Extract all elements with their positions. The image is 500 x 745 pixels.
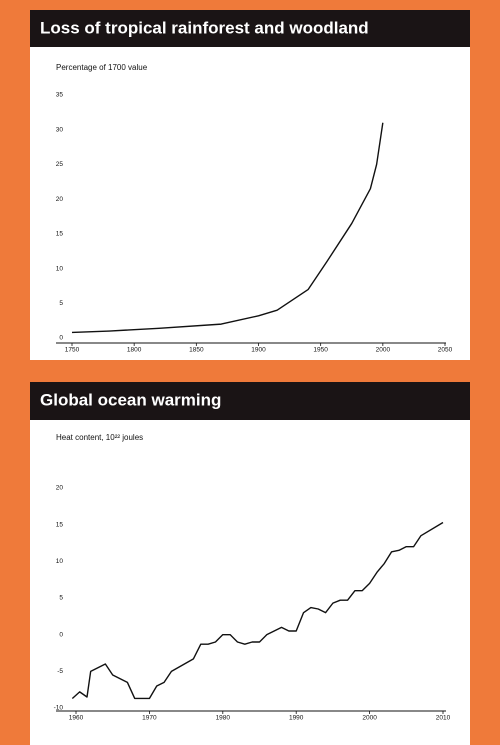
y-tick-label: 0 [59,631,63,638]
y-tick-label: 15 [56,521,64,528]
x-tick-label: 1990 [289,715,304,722]
y-tick-label: 5 [59,595,63,602]
x-tick-label: 1960 [69,715,84,722]
x-tick-label: 1850 [189,347,204,354]
x-tick-label: 1800 [127,347,142,354]
panel [30,47,470,360]
y-tick-label: 0 [59,335,63,342]
title-bar [30,382,470,420]
data-line [71,521,444,700]
panel [30,420,470,745]
y-axis-label: Percentage of 1700 value [56,63,148,72]
y-tick-label: 35 [56,92,64,99]
x-tick-label: 2050 [438,347,453,354]
x-tick-label: 1970 [142,715,157,722]
y-axis-label: Heat content, 10²² joules [56,433,143,442]
y-tick-label: 30 [56,126,64,133]
chart-title: Loss of tropical rainforest and woodland [40,18,369,37]
data-line [71,122,384,334]
y-tick-label: 25 [56,161,64,168]
x-tick-label: 2000 [376,347,391,354]
x-tick-label: 1750 [65,347,80,354]
y-tick-label: 20 [56,196,64,203]
x-tick-label: 2010 [436,715,451,722]
x-tick-label: 1900 [251,347,266,354]
y-tick-label: 10 [56,265,64,272]
x-tick-label: 1980 [216,715,231,722]
chart-title: Global ocean warming [40,390,221,409]
y-tick-label: 10 [56,558,64,565]
y-tick-label: 5 [59,300,63,307]
y-tick-label: 15 [56,231,64,238]
x-tick-label: 1950 [313,347,328,354]
y-tick-label: -10 [54,705,64,712]
y-tick-label: -5 [57,668,63,675]
x-tick-label: 2000 [362,715,377,722]
y-tick-label: 20 [56,485,64,492]
title-bar [30,10,470,47]
